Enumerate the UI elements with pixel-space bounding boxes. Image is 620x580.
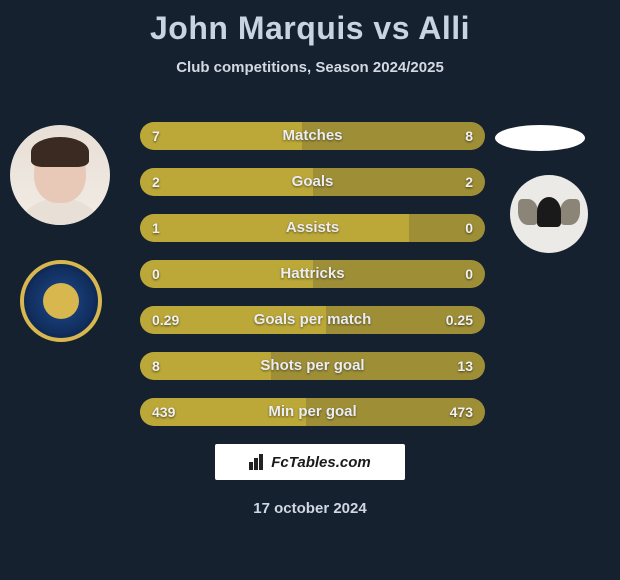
stat-value-right: 473 [450,398,473,426]
stat-value-right: 2 [465,168,473,196]
stat-row: 0 Hattricks 0 [140,260,485,290]
stat-row: 8 Shots per goal 13 [140,352,485,382]
stat-row: 7 Matches 8 [140,122,485,152]
stat-row: 2 Goals 2 [140,168,485,198]
stat-row: 0.29 Goals per match 0.25 [140,306,485,336]
stat-label: Goals [140,168,485,196]
club-right-badge [510,175,588,253]
stat-value-right: 8 [465,122,473,150]
stat-label: Assists [140,214,485,242]
stat-label: Hattricks [140,260,485,288]
stat-label: Goals per match [140,306,485,334]
player-left-avatar [10,125,110,225]
stat-value-right: 13 [457,352,473,380]
stat-value-right: 0.25 [446,306,473,334]
stat-label: Shots per goal [140,352,485,380]
club-left-badge [20,260,102,342]
stat-label: Min per goal [140,398,485,426]
player-right-avatar [495,125,585,151]
stat-row: 1 Assists 0 [140,214,485,244]
brand-text: FcTables.com [271,454,370,471]
page-title: John Marquis vs Alli [0,0,620,47]
stat-label: Matches [140,122,485,150]
stat-value-right: 0 [465,214,473,242]
stat-value-right: 0 [465,260,473,288]
stat-row: 439 Min per goal 473 [140,398,485,428]
bar-chart-icon [249,454,267,470]
date-text: 17 october 2024 [0,500,620,517]
brand-logo: FcTables.com [215,444,405,480]
subtitle: Club competitions, Season 2024/2025 [0,59,620,76]
comparison-bars: 7 Matches 8 2 Goals 2 1 Assists 0 0 Hatt… [140,122,485,444]
